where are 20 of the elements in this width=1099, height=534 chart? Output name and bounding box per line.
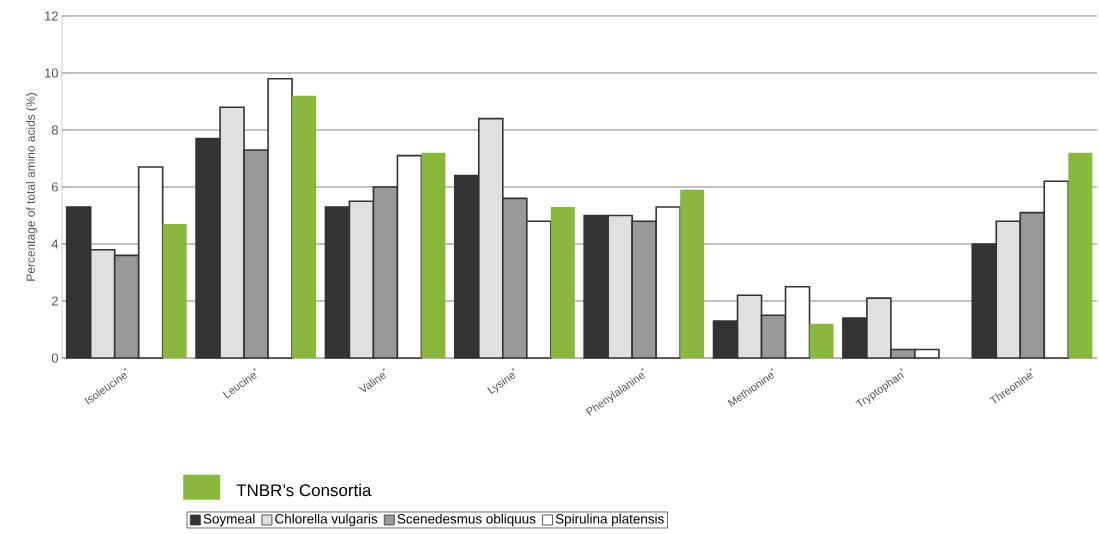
legend-label: Spirulina platensis bbox=[555, 513, 664, 527]
bar bbox=[292, 95, 317, 358]
legend-label: Chlorella vulgaris bbox=[275, 513, 378, 527]
y-tick-label: 8 bbox=[51, 125, 58, 135]
bar bbox=[1068, 152, 1093, 358]
legend-label: Soymeal bbox=[203, 513, 255, 527]
bar bbox=[680, 189, 705, 358]
bar bbox=[550, 206, 575, 358]
y-axis-title: Percentage of total amino acids (%) bbox=[26, 93, 38, 281]
legend-label: TNBR’s Consortia bbox=[236, 483, 372, 497]
y-tick-label: 0 bbox=[51, 353, 58, 363]
bar bbox=[162, 224, 187, 358]
y-tick-label: 12 bbox=[45, 11, 58, 21]
y-tick-label: 2 bbox=[51, 296, 58, 306]
y-tick-label: 6 bbox=[51, 182, 58, 192]
legend-label: Scenedesmus obliquus bbox=[397, 513, 536, 527]
bar bbox=[421, 152, 446, 358]
bar bbox=[809, 323, 834, 358]
y-tick-label: 4 bbox=[51, 239, 59, 249]
y-tick-label: 10 bbox=[45, 68, 58, 78]
